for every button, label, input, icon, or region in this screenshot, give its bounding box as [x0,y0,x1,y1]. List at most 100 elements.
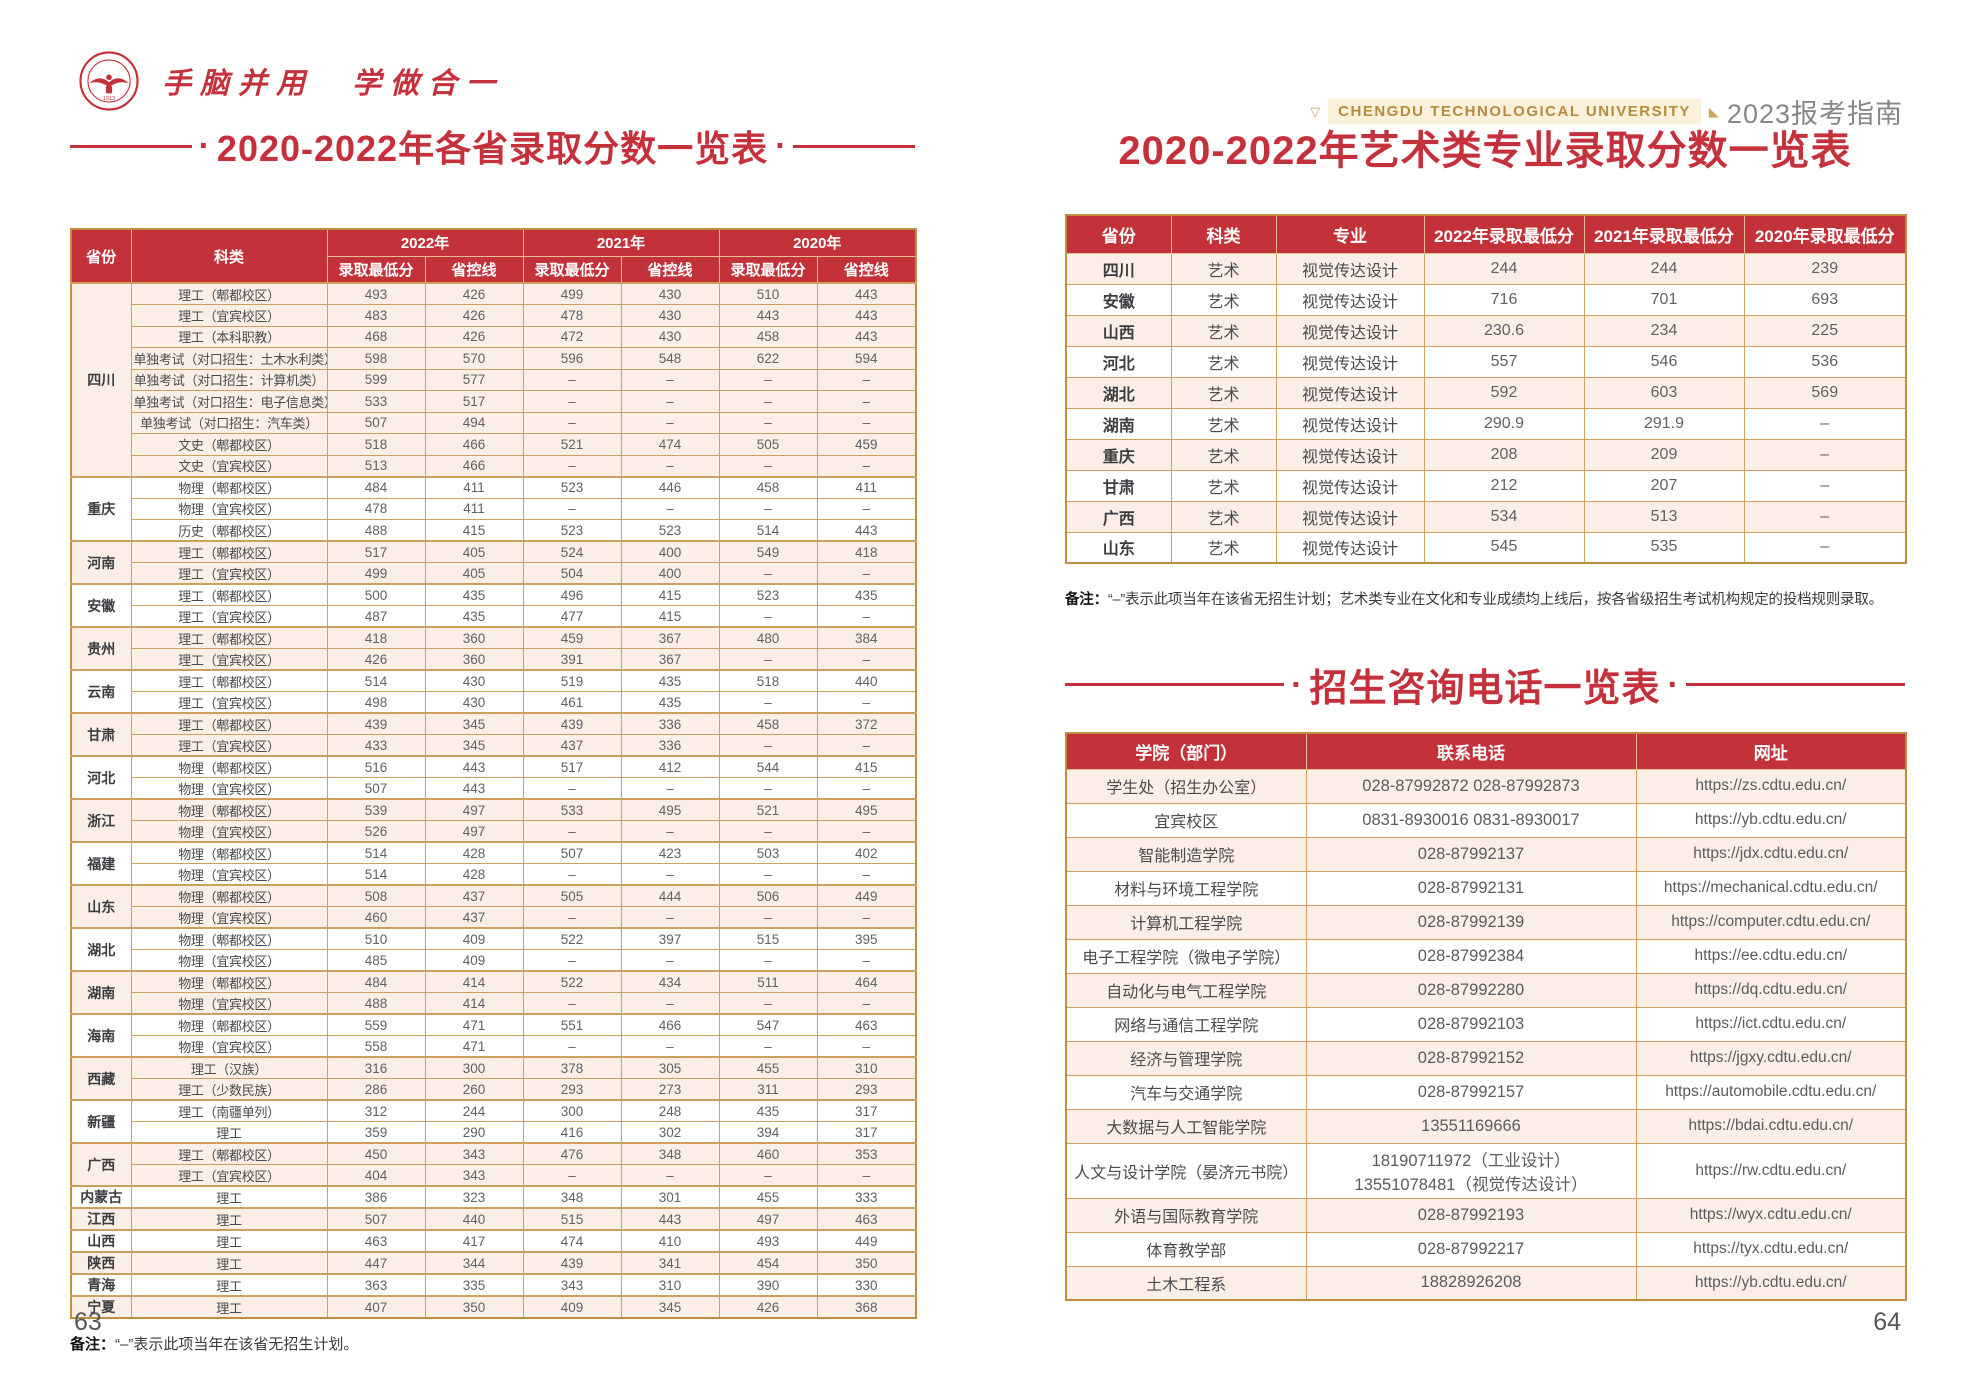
score-row: 内蒙古 理工 386 323 348 301 455 333 [70,1185,917,1209]
province-cell: 安徽 [70,583,132,628]
category-cell: 物理（郫都校区） [130,798,328,821]
score-cell: 286 [326,1078,426,1101]
category-cell: 艺术 [1170,283,1277,316]
score-cell: 458 [718,712,818,735]
score-cell: 344 [424,1251,524,1275]
score-cell: – [718,734,818,757]
score-cell: – [816,390,917,413]
page-number-left: 63 [74,1308,102,1336]
category-cell: 理工（郫都校区） [130,540,328,563]
university-slogan: 手脑并用 学做合一 [162,68,505,100]
art-row: 广西 艺术 视觉传达设计 534 513– [1065,500,1907,533]
category-cell: 理工（本科职教） [130,325,328,348]
province-cell: 湖北 [70,927,132,972]
score-cell: 444 [620,884,720,907]
category-cell: 视觉传达设计 [1275,345,1425,378]
province-cell: 湖南 [1065,407,1172,440]
score-row: 山东 物理（郫都校区） 508 437 505 444 506 449 [70,884,917,929]
phone-number-cell: 18828926208 [1305,1265,1637,1301]
score-cell: – [522,863,622,886]
score-table-body: 四川 理工（郫都校区） 493 426 499 430 510 443 理工（宜宾校区） 483 4… [70,282,917,1319]
phone-number-cell: 028-87992217 [1305,1231,1637,1267]
phone-row: 电子工程学院（微电子学院） 028-87992384 https://ee.cdtu… [1065,938,1907,974]
province-cell: 广西 [70,1142,132,1187]
score-cell: 411 [424,497,524,520]
score-cell: – [522,777,622,800]
score-cell: 330 [816,1273,917,1297]
province-cell: 甘肃 [70,712,132,757]
phone-row: 学生处（招生办公室） 028-87992872 028-87992873 https… [1065,768,1907,804]
score-cell: 544 [718,755,818,778]
score-cell: – [816,1035,917,1058]
contact-phone-table: 学院（部门） 联系电话 网址 学生处（招生办公室） 028-87992872 028-8… [1065,732,1907,1301]
score-cell: 404 [326,1164,426,1187]
website-url-cell: https://wyx.cdtu.edu.cn/ [1635,1197,1907,1233]
score-row: 理工（宜宾校区） 499 405 504 400– – [71,562,917,585]
score-cell: 437 [424,884,524,907]
score-cell: 515 [522,1207,622,1231]
score-cell: 410 [620,1229,720,1253]
score-cell: 522 [522,927,622,950]
score-cell: 433 [326,734,426,757]
website-url-cell: https://mechanical.cdtu.edu.cn/ [1635,870,1907,906]
score-cell: – [1743,438,1907,471]
score-cell: – [816,605,917,628]
score-cell: – [522,992,622,1015]
category-cell: 理工（郫都校区） [130,626,328,649]
left-page-title-row: · 2020-2022年各省录取分数一览表 · [70,120,916,172]
score-cell: 239 [1743,252,1907,285]
score-cell: – [816,648,917,671]
score-row: 西藏 理工（汉族） 316 300 378 305 455 310 [70,1056,917,1101]
score-cell: – [718,1035,818,1058]
phone-row: 自动化与电气工程学院 028-87992280 https://dq.cdtu.ed… [1065,972,1907,1008]
score-cell: 300 [522,1099,622,1122]
score-cell: 291.9 [1583,407,1745,440]
score-cell: 503 [718,841,818,864]
score-cell: – [1743,500,1907,533]
phone-number-cell: 028-87992137 [1305,836,1637,872]
score-cell: 449 [816,1229,917,1253]
score-cell: 415 [424,519,524,542]
score-cell: 336 [620,734,720,757]
art-table-note: 备注：“–”表示此项当年在该省无招生计划；艺术类专业在文化和专业成绩均上线后，按… [1065,588,1905,609]
university-seal-logo: 1913 [79,51,139,111]
score-cell: 412 [620,755,720,778]
score-row: 重庆 物理（郫都校区） 484 411 523 446 458 411 [70,475,917,542]
category-cell: 物理（郫都校区） [130,884,328,907]
score-cell: 497 [424,820,524,843]
department-cell: 经济与管理学院 [1065,1040,1307,1076]
score-cell: 521 [522,433,622,456]
art-header-row: 省份 科类 专业 2022年录取最低分 2021年录取最低分 2020年录取最低分 [1065,214,1907,254]
score-cell: 523 [522,475,622,499]
score-row: 物理（宜宾校区） 478 411– – – – [71,497,917,520]
score-cell: 507 [326,777,426,800]
province-cell: 河南 [70,540,132,585]
score-cell: 511 [718,970,818,993]
score-cell: 516 [326,755,426,778]
phone-header-row: 学院（部门） 联系电话 网址 [1065,732,1907,770]
score-cell: 484 [326,970,426,993]
note-text: “–”表示此项当年在该省无招生计划。 [115,1336,359,1353]
score-cell: – [718,390,818,413]
department-cell: 人文与设计学院（晏济元书院） [1065,1142,1307,1199]
phone-number-cell: 028-87992193 [1305,1197,1637,1233]
score-cell: – [816,562,917,585]
score-cell: 480 [718,626,818,649]
score-cell: – [522,949,622,972]
category-cell: 视觉传达设计 [1275,531,1425,564]
score-row: 历史（郫都校区） 488 415 523 523 514 443 [71,519,917,542]
score-cell: 428 [424,863,524,886]
score-cell: 523 [718,583,818,606]
score-cell: 497 [718,1207,818,1231]
website-url-cell: https://ee.cdtu.edu.cn/ [1635,938,1907,974]
category-cell: 理工（汉族） [130,1056,328,1079]
phone-number-cell: 028-87992131 [1305,870,1637,906]
category-cell: 理工（宜宾校区） [130,304,328,327]
score-cell: 524 [522,540,622,563]
phone-row: 材料与环境工程学院 028-87992131 https://mechanical.… [1065,870,1907,906]
score-cell: 443 [816,325,917,348]
score-cell: 499 [326,562,426,585]
website-url-cell: https://jdx.cdtu.edu.cn/ [1635,836,1907,872]
department-cell: 大数据与人工智能学院 [1065,1108,1307,1144]
province-cell: 陕西 [70,1251,132,1275]
